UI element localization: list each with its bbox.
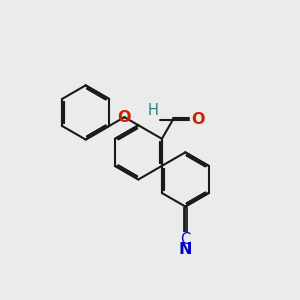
Text: C: C xyxy=(180,232,190,247)
Text: H: H xyxy=(147,103,158,118)
Text: N: N xyxy=(178,242,192,257)
Text: O: O xyxy=(117,110,130,125)
Text: O: O xyxy=(191,112,205,127)
